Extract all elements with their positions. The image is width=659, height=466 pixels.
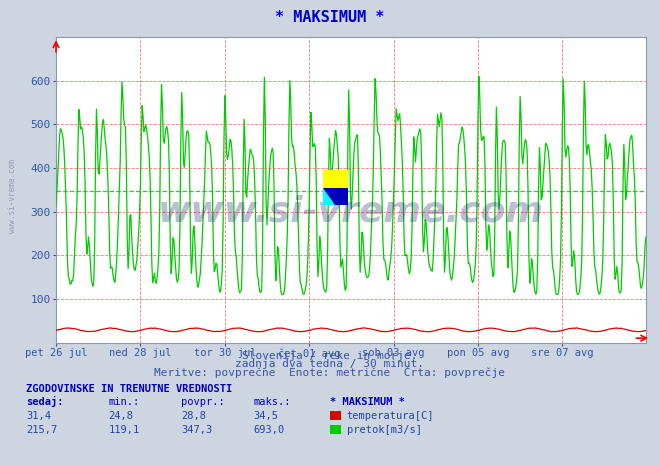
Text: * MAKSIMUM *: * MAKSIMUM * (330, 397, 405, 407)
Text: povpr.:: povpr.: (181, 397, 225, 407)
Polygon shape (323, 187, 348, 205)
Text: min.:: min.: (109, 397, 140, 407)
Text: * MAKSIMUM *: * MAKSIMUM * (275, 10, 384, 25)
Text: 24,8: 24,8 (109, 411, 134, 421)
Polygon shape (323, 187, 335, 205)
Text: 693,0: 693,0 (254, 425, 285, 435)
Text: 34,5: 34,5 (254, 411, 279, 421)
Text: 347,3: 347,3 (181, 425, 212, 435)
Text: zadnja dva tedna / 30 minut.: zadnja dva tedna / 30 minut. (235, 359, 424, 370)
Text: ZGODOVINSKE IN TRENUTNE VREDNOSTI: ZGODOVINSKE IN TRENUTNE VREDNOSTI (26, 384, 233, 394)
Text: sedaj:: sedaj: (26, 396, 64, 407)
Text: pretok[m3/s]: pretok[m3/s] (347, 425, 422, 435)
Text: maks.:: maks.: (254, 397, 291, 407)
Polygon shape (323, 170, 348, 187)
Text: 119,1: 119,1 (109, 425, 140, 435)
Text: temperatura[C]: temperatura[C] (347, 411, 434, 421)
Text: Slovenija / reke in morje.: Slovenija / reke in morje. (242, 351, 417, 362)
Text: 28,8: 28,8 (181, 411, 206, 421)
Text: Meritve: povprečne  Enote: metrične  Črta: povprečje: Meritve: povprečne Enote: metrične Črta:… (154, 366, 505, 378)
Text: 215,7: 215,7 (26, 425, 57, 435)
Text: www.si-vreme.com: www.si-vreme.com (8, 159, 17, 233)
Text: 31,4: 31,4 (26, 411, 51, 421)
Text: www.si-vreme.com: www.si-vreme.com (158, 194, 544, 228)
